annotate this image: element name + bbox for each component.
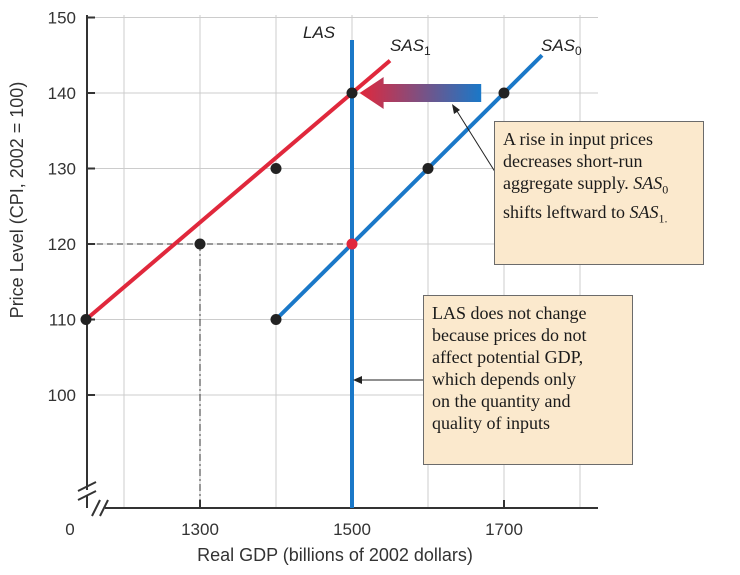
y-axis-break [77,490,97,501]
x-tick-label: 1500 [333,520,371,539]
sas0-curve [274,53,544,321]
note-line: decreases short-run [503,151,643,171]
y-axis-break [77,481,97,492]
y-tick-label: 100 [48,386,76,405]
note-line: because prices do not [432,325,587,345]
sas1-curve-label: SAS1 [390,36,431,58]
shift-arrow [359,77,482,109]
sas1-point [194,238,206,250]
x-tick-label: 1700 [485,520,523,539]
highlight-point [346,238,358,250]
points [80,87,510,325]
y-tick-label: 130 [48,160,76,179]
sas1-point [270,163,282,174]
note-line: A rise in input prices [503,129,653,149]
note-line: shifts leftward to SAS1. [503,201,668,226]
y-axis-title: Price Level (CPI, 2002 = 100) [7,82,27,319]
note-line: affect potential GDP, [432,347,584,367]
las-curve-label: LAS [303,23,336,42]
sas0-point [422,163,434,174]
sas0-point [270,314,282,325]
shift-explanation-note: A rise in input prices decreases short-r… [494,121,704,265]
note-line: LAS does not change [432,303,587,323]
note-pointer-line [454,107,498,176]
y-tick-label: 140 [48,84,76,103]
sas1-curve [84,59,392,322]
y-tick-label: 150 [48,9,76,28]
x-axis-title: Real GDP (billions of 2002 dollars) [197,545,473,565]
x-axis-break [99,499,109,517]
curves [84,40,544,508]
sas0-point [498,87,510,99]
y-tick-label: 110 [49,311,76,330]
las-explanation-note: LAS does not change because prices do no… [423,295,633,465]
note-line: on the quantity and [432,391,571,411]
x-axis-break [91,499,101,517]
sas1-point [80,314,92,325]
y-tick-label: 120 [48,235,76,254]
note-pointer-head [452,104,460,114]
note-line: which depends only [432,369,576,389]
sas1-point [346,87,358,99]
origin-label: 0 [65,520,74,539]
arrows [353,77,498,384]
labels: Real GDP (billions of 2002 dollars) Pric… [7,9,582,566]
note-pointer-head [353,376,362,384]
note-line: aggregate supply. SAS0 [503,173,669,197]
note-line: quality of inputs [432,413,550,433]
guide-lines [87,243,352,508]
x-tick-label: 1300 [181,520,219,539]
sas0-curve-label: SAS0 [541,36,582,58]
